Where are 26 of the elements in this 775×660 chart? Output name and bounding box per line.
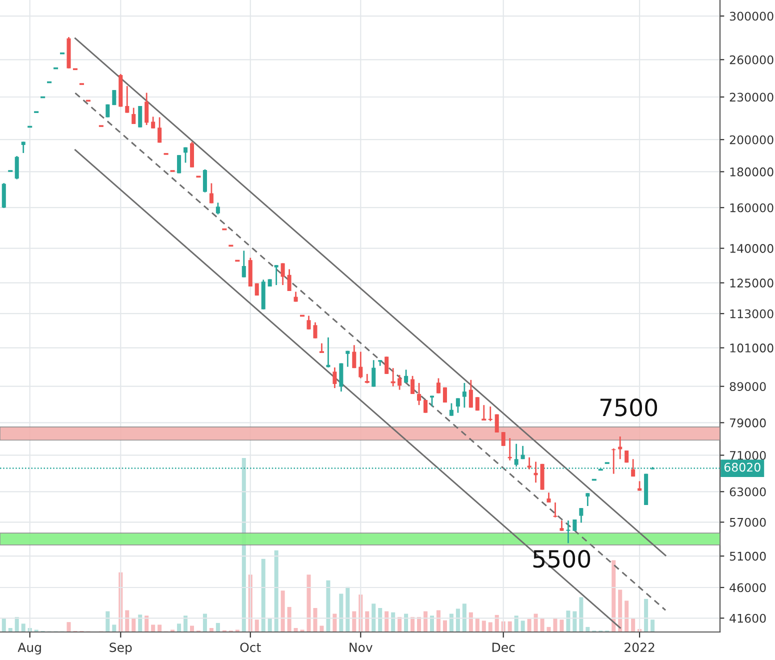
- y-tick-label: 300000: [730, 12, 774, 21]
- x-tick-label: Oct: [240, 642, 261, 652]
- y-tick-label: 79000: [730, 418, 766, 428]
- y-tick-label: 113000: [730, 309, 774, 318]
- y-tick-label: 63000: [730, 487, 766, 496]
- y-tick-label: 140000: [730, 244, 774, 253]
- x-tick-label: Nov: [350, 642, 372, 652]
- y-tick-label: 180000: [730, 167, 774, 176]
- y-tick-label: 200000: [730, 135, 774, 144]
- y-tick-label: 89000: [730, 382, 766, 392]
- x-tick-label: Aug: [18, 642, 41, 655]
- y-tick-label: 46000: [730, 583, 766, 592]
- y-tick-label: 260000: [730, 55, 774, 64]
- x-tick-label: Dec: [492, 642, 515, 652]
- y-tick-label: 230000: [730, 92, 774, 102]
- x-tick-label: Sep: [110, 642, 132, 655]
- y-tick-label: 51000: [730, 552, 766, 561]
- y-tick-label: 101000: [730, 344, 774, 352]
- y-tick-label: 71000: [730, 450, 766, 460]
- y-tick-label: 160000: [730, 203, 774, 212]
- x-tick-label: 2022: [624, 642, 654, 652]
- y-tick-label: 57000: [730, 518, 766, 527]
- y-tick-label: 125000: [730, 278, 774, 288]
- ref-line-label: 68020: [724, 462, 760, 472]
- band-label: 7500: [600, 398, 658, 416]
- y-tick-label: 41600: [730, 614, 766, 623]
